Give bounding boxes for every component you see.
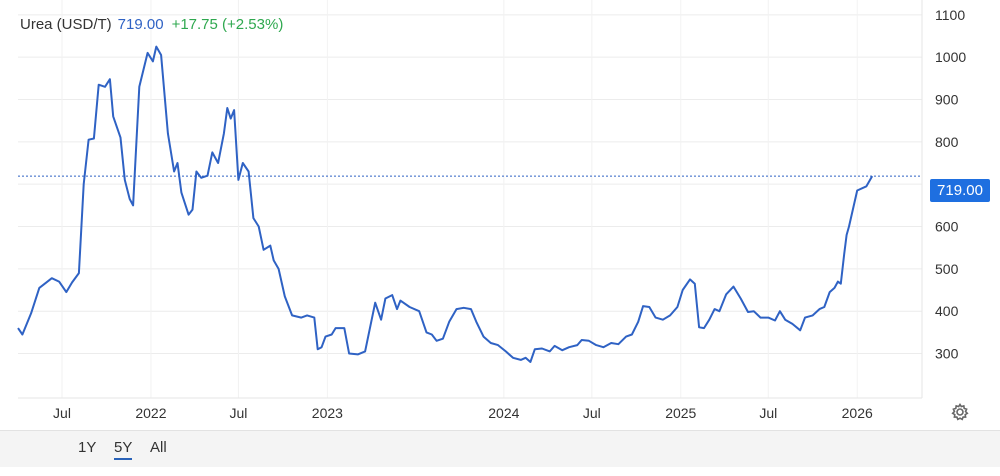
x-tick-label: 2022 <box>135 405 166 421</box>
x-tick-labels: Jul 2022 Jul 2023 2024 Jul 2025 Jul 2026 <box>53 405 873 421</box>
series-line-urea <box>17 45 874 363</box>
price-chart: 300 400 500 600 800 900 1000 1100 Jul 2022 Jul 202… <box>17 0 966 421</box>
y-tick-label: 600 <box>935 219 959 235</box>
last-price-tag: 719.00 <box>930 179 990 202</box>
x-tick-label: Jul <box>583 405 601 421</box>
x-tick-label: 2025 <box>665 405 696 421</box>
price-change: +17.75 (+2.53%) <box>171 16 284 33</box>
y-tick-label: 500 <box>935 261 959 277</box>
grid-lines <box>18 14 922 355</box>
y-tick-label: 800 <box>935 134 959 150</box>
instrument-name: Urea (USD/T) <box>20 16 112 33</box>
settings-button[interactable] <box>950 402 970 422</box>
current-price: 719.00 <box>117 16 164 33</box>
y-tick-label: 300 <box>935 346 959 362</box>
y-tick-labels: 300 400 500 600 800 900 1000 1100 <box>935 7 966 362</box>
gear-icon <box>951 402 969 421</box>
range-button-5y[interactable]: 5Y <box>114 439 133 460</box>
y-tick-label: 1100 <box>935 7 965 23</box>
range-button-1y[interactable]: 1Y <box>78 439 97 456</box>
x-tick-label: Jul <box>53 405 71 421</box>
chart-header: Urea (USD/T) 719.00 +17.75 (+2.53%) <box>20 16 283 33</box>
x-grid-lines <box>61 0 858 398</box>
x-tick-label: 2023 <box>312 405 343 421</box>
y-tick-label: 400 <box>935 303 959 319</box>
range-selector: 1Y 5Y All <box>0 430 1000 467</box>
y-tick-label: 900 <box>935 92 959 108</box>
x-tick-label: 2026 <box>842 405 873 421</box>
x-tick-label: 2024 <box>488 405 519 421</box>
x-tick-label: Jul <box>759 405 777 421</box>
range-button-all[interactable]: All <box>150 439 167 456</box>
x-tick-label: Jul <box>229 405 247 421</box>
y-tick-label: 1000 <box>935 49 966 65</box>
